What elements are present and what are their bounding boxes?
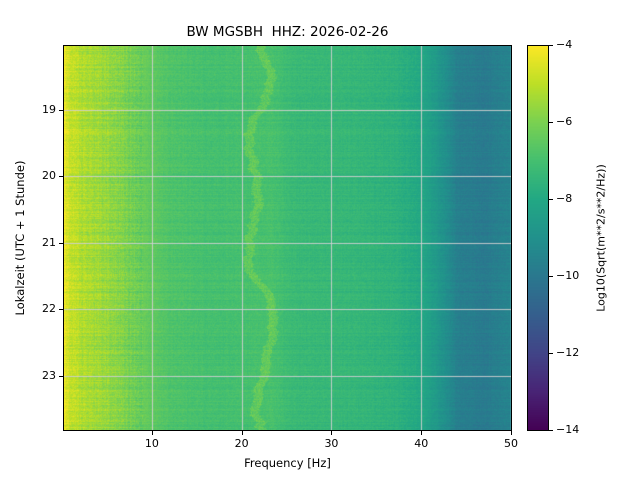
x-tick-label: 40	[414, 437, 429, 450]
y-tick-label: 21	[42, 235, 56, 249]
x-tick-label: 20	[234, 437, 249, 450]
colorbar	[527, 45, 549, 431]
y-tick-label: 22	[42, 302, 56, 316]
x-tick-label: 30	[324, 437, 339, 450]
colorbar-tick-label: −14	[556, 423, 580, 436]
colorbar-label: Log10(Sqrt(m**2/s**2/Hz))	[594, 164, 608, 312]
colorbar-tick-mark	[549, 353, 553, 354]
colorbar-tick-mark	[549, 45, 553, 46]
y-axis-label: Lokalzeit (UTC + 1 Stunde)	[13, 160, 27, 316]
colorbar-tick-mark	[549, 276, 553, 277]
x-tick-label: 10	[144, 437, 159, 450]
colorbar-tick-label: −12	[556, 346, 580, 359]
y-tick-mark	[59, 376, 63, 378]
x-tick-label: 50	[504, 437, 518, 450]
x-tick-mark	[511, 431, 512, 435]
y-tick-label: 20	[42, 169, 56, 183]
colorbar-tick-mark	[549, 122, 553, 123]
x-tick-mark	[421, 431, 423, 435]
y-tick-mark	[59, 242, 63, 244]
colorbar-tick-mark	[549, 430, 553, 431]
colorbar-tick-label: −6	[556, 115, 573, 128]
x-tick-mark	[241, 431, 243, 435]
colorbar-tick-label: −4	[556, 38, 573, 51]
x-axis-label: Frequency [Hz]	[244, 456, 331, 470]
x-tick-mark	[151, 431, 153, 435]
spectrogram-heatmap	[63, 45, 512, 431]
y-tick-label: 23	[42, 369, 56, 383]
y-tick-mark	[59, 309, 63, 311]
x-tick-mark	[331, 431, 333, 435]
colorbar-tick-label: −8	[556, 192, 573, 205]
y-tick-mark	[59, 176, 63, 178]
y-tick-mark	[59, 109, 63, 111]
colorbar-tick-label: −10	[556, 269, 580, 282]
colorbar-tick-mark	[549, 199, 553, 200]
y-tick-label: 19	[42, 102, 56, 116]
plot-title: BW MGSBH HHZ: 2026-02-26	[186, 24, 389, 40]
